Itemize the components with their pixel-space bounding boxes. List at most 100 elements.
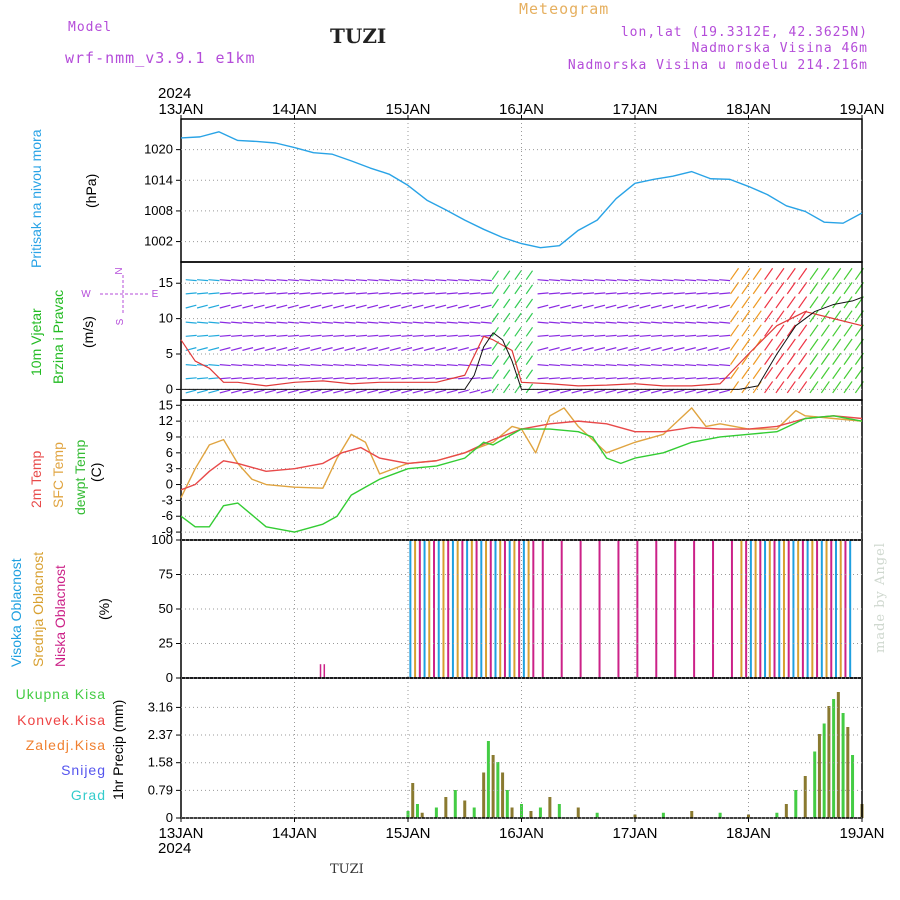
wind-barb: [265, 377, 277, 380]
wind-barb: [707, 377, 719, 380]
wind-barb: [582, 347, 594, 352]
wind-barb: [310, 304, 322, 309]
wind-barb: [435, 377, 447, 380]
wind-barb: [231, 334, 243, 337]
wind-barb: [628, 334, 640, 337]
year-top-label: 2024: [158, 85, 191, 102]
wind-barb: [367, 347, 379, 352]
wind-barb: [548, 292, 560, 295]
wind-barb: [378, 304, 390, 309]
wind-barb: [809, 267, 819, 281]
wind-barb: [605, 377, 617, 380]
wind-barb: [616, 304, 628, 309]
wind-barb: [605, 292, 617, 295]
wind-barb: [605, 279, 617, 282]
wind-barb: [730, 267, 740, 281]
wind-barb: [616, 389, 628, 394]
sfc-temp-line: [180, 407, 863, 499]
wind-barb: [594, 279, 606, 282]
wind-barb: [696, 279, 708, 282]
wind-barb: [820, 381, 830, 394]
wind-barb: [786, 338, 796, 351]
wind-barb: [719, 279, 731, 282]
wind-barb: [730, 338, 740, 351]
wind-barb: [764, 267, 774, 281]
wind-barb: [321, 334, 333, 337]
wind-barb: [321, 279, 333, 282]
wind-barb: [480, 389, 492, 394]
precip-bar: [775, 812, 779, 818]
wind-barb: [752, 282, 762, 295]
wind-barb: [514, 341, 522, 351]
wind-barb: [219, 292, 231, 295]
wind-barb: [752, 267, 762, 281]
wind-barb: [775, 366, 785, 380]
wind-barb: [389, 347, 401, 352]
wind-barb: [662, 292, 674, 295]
wind-barb: [310, 377, 322, 380]
wind-barb: [253, 292, 265, 295]
x-top-tick-label: 19JAN: [839, 101, 884, 118]
wind-barb: [707, 347, 719, 352]
wind-barb: [798, 338, 808, 351]
wind-barb: [435, 279, 447, 282]
wind-barb: [775, 352, 785, 365]
wind-barb: [333, 377, 345, 380]
legend-total-rain: Ukupna Kisa: [15, 686, 106, 702]
precip-bar: [784, 804, 788, 818]
wind-barb: [560, 292, 572, 295]
wind-barb: [832, 366, 842, 380]
wind-barb: [730, 296, 740, 309]
wind-barb: [775, 296, 785, 309]
wind-barb: [287, 334, 299, 337]
wind-barb: [276, 377, 288, 380]
x-top-tick-label: 15JAN: [385, 101, 430, 118]
wind-barb: [809, 296, 819, 309]
wind-barb: [457, 389, 469, 394]
cloud-ytick-label: 0: [166, 670, 173, 685]
pressure-ytick-label: 1014: [144, 172, 173, 187]
wind-barb: [310, 389, 322, 394]
wind-barb: [299, 347, 311, 352]
wind-barb: [457, 347, 469, 352]
wind-barb: [662, 334, 674, 337]
wind-barb: [798, 282, 808, 295]
wind-barb: [786, 381, 796, 394]
wind-barb: [514, 369, 522, 380]
wind-barb: [662, 347, 674, 352]
wind-barb: [185, 334, 197, 337]
wind-barb: [662, 304, 674, 309]
wind-barb: [537, 389, 549, 394]
wind-barb: [333, 334, 345, 337]
wind-barb: [276, 334, 288, 337]
compass-w: W: [81, 289, 91, 300]
wind-barb: [730, 381, 740, 394]
wind-barb: [321, 292, 333, 295]
wind-barb: [628, 389, 640, 394]
precip-bar: [822, 723, 826, 818]
wind-barb: [503, 369, 511, 380]
wind-barb: [707, 279, 719, 282]
wind-ytick-label: 15: [159, 275, 173, 290]
wind-barb: [809, 381, 819, 394]
wind-barb: [185, 364, 197, 367]
wind-barb: [196, 389, 208, 394]
precip-ytick-label: 1.58: [148, 755, 173, 770]
wind-barb: [616, 334, 629, 337]
wind-barb: [446, 304, 458, 309]
precip-bar: [411, 783, 415, 818]
wind-barb: [355, 334, 367, 337]
wind-barb: [242, 304, 254, 309]
wind-barb: [333, 347, 345, 352]
wind-barb: [310, 321, 322, 324]
wind-barb: [605, 364, 617, 367]
wind-barb: [809, 338, 819, 351]
wind-barb: [423, 389, 435, 394]
precip-bar: [538, 807, 542, 818]
station-title: TUZI: [330, 24, 387, 48]
wind-barb: [208, 377, 220, 380]
wind-barb: [605, 321, 617, 324]
temp-ytick-label: -6: [161, 508, 173, 523]
wind-barb: [469, 377, 481, 380]
wind-barb: [424, 292, 436, 295]
